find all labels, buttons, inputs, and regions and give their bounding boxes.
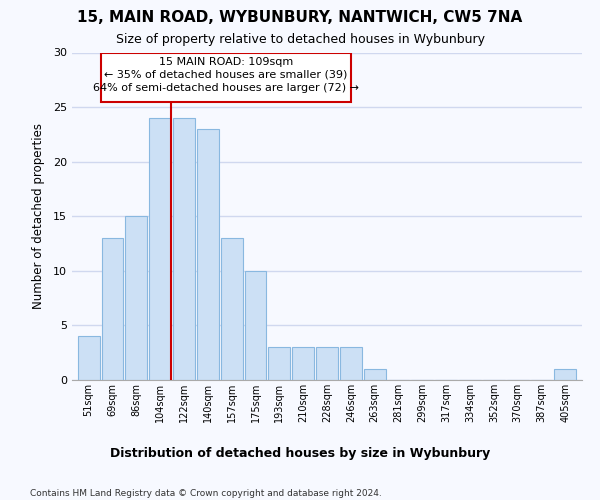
Bar (101, 238, 124, 380)
Text: 64% of semi-detached houses are larger (72) →: 64% of semi-detached houses are larger (… (93, 83, 359, 93)
Bar (221, 238, 242, 380)
Bar (268, 347, 290, 380)
Text: ← 35% of detached houses are smaller (39): ← 35% of detached houses are smaller (39… (104, 70, 347, 80)
Bar (554, 369, 576, 380)
Bar (125, 216, 148, 380)
Bar (149, 118, 171, 380)
FancyBboxPatch shape (101, 52, 351, 102)
Bar (340, 347, 362, 380)
Bar (78, 336, 100, 380)
Bar (316, 347, 338, 380)
Bar (292, 347, 314, 380)
Text: 15 MAIN ROAD: 109sqm: 15 MAIN ROAD: 109sqm (158, 57, 293, 67)
Y-axis label: Number of detached properties: Number of detached properties (32, 123, 44, 309)
Bar (245, 271, 266, 380)
Bar (197, 129, 219, 380)
Text: Contains HM Land Registry data © Crown copyright and database right 2024.: Contains HM Land Registry data © Crown c… (30, 488, 382, 498)
Text: 15, MAIN ROAD, WYBUNBURY, NANTWICH, CW5 7NA: 15, MAIN ROAD, WYBUNBURY, NANTWICH, CW5 … (77, 10, 523, 25)
Text: Distribution of detached houses by size in Wybunbury: Distribution of detached houses by size … (110, 447, 490, 460)
Text: Size of property relative to detached houses in Wybunbury: Size of property relative to detached ho… (115, 32, 485, 46)
Bar (173, 118, 195, 380)
Bar (364, 369, 386, 380)
